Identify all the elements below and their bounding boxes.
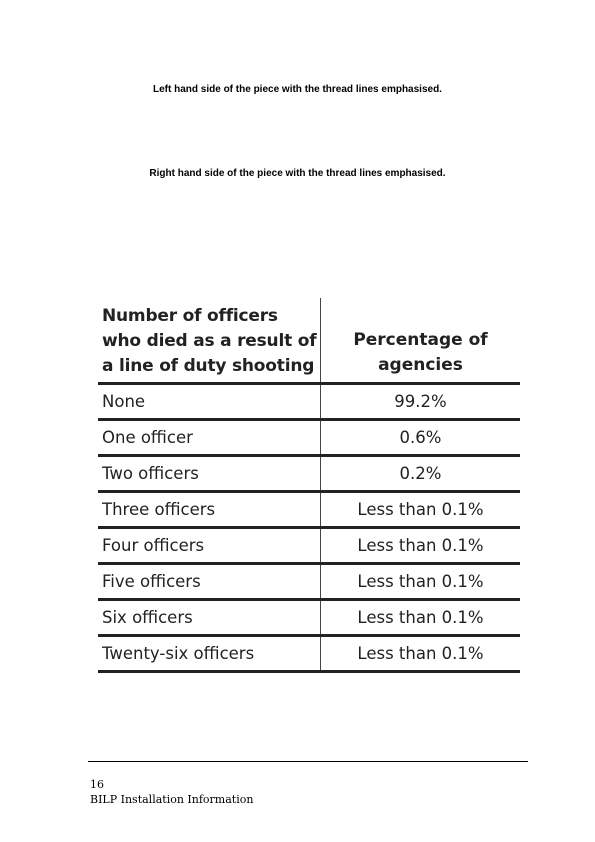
table-row: Three officers Less than 0.1% <box>98 493 520 529</box>
table-row: Four officers Less than 0.1% <box>98 529 520 565</box>
cell-percentage: 0.2% <box>399 464 442 483</box>
table-figure: Number of officers who died as a result … <box>88 202 530 702</box>
table-row: Six officers Less than 0.1% <box>98 601 520 637</box>
header-percentage: Percentage of agencies <box>353 330 488 375</box>
table-header: Number of officers who died as a result … <box>98 298 520 385</box>
table-row: Two officers 0.2% <box>98 457 520 493</box>
caption-right: Right hand side of the piece with the th… <box>149 168 446 179</box>
cell-officers: One officer <box>98 421 321 454</box>
page-number: 16 <box>90 778 104 791</box>
cell-officers: None <box>98 385 321 418</box>
header-officers: Number of officers who died as a result … <box>98 298 321 382</box>
cell-percentage: Less than 0.1% <box>357 500 484 519</box>
footer-title: BILP Installation Information <box>90 793 254 806</box>
table-row: Twenty-six officers Less than 0.1% <box>98 637 520 673</box>
cell-officers: Four officers <box>98 529 321 562</box>
officers-table: Number of officers who died as a result … <box>98 298 520 673</box>
cell-officers: Twenty-six officers <box>98 637 321 670</box>
cell-officers: Six officers <box>98 601 321 634</box>
cell-officers: Five officers <box>98 565 321 598</box>
cell-percentage: Less than 0.1% <box>357 644 484 663</box>
cell-percentage: 99.2% <box>394 392 447 411</box>
footer-divider <box>88 761 528 762</box>
caption-left: Left hand side of the piece with the thr… <box>153 84 442 95</box>
cell-percentage: Less than 0.1% <box>357 572 484 591</box>
table-row: One officer 0.6% <box>98 421 520 457</box>
table-row: Five officers Less than 0.1% <box>98 565 520 601</box>
cell-percentage: Less than 0.1% <box>357 536 484 555</box>
cell-officers: Three officers <box>98 493 321 526</box>
cell-percentage: 0.6% <box>399 428 442 447</box>
cell-percentage: Less than 0.1% <box>357 608 484 627</box>
table-row: None 99.2% <box>98 385 520 421</box>
cell-officers: Two officers <box>98 457 321 490</box>
